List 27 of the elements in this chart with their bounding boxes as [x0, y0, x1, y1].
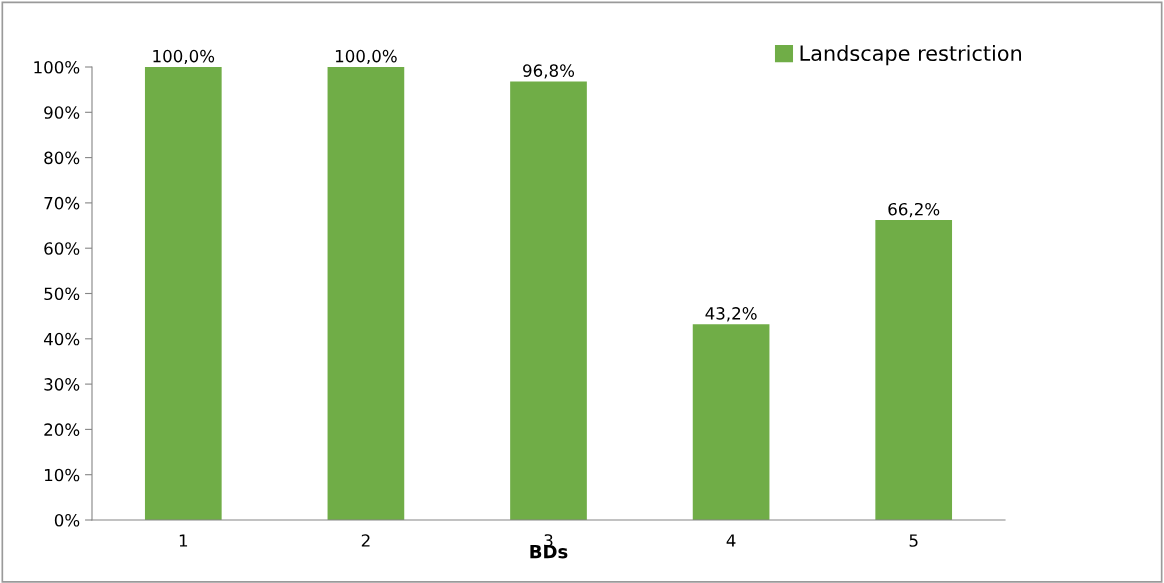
bar [510, 81, 587, 520]
bar [144, 67, 222, 520]
data-label: 43,2% [705, 307, 757, 322]
bar [875, 220, 953, 520]
y-tick-label: 90% [44, 106, 80, 119]
y-tick-label: 10% [44, 468, 80, 482]
y-tick-label: 100% [34, 60, 80, 74]
y-tick-label: 80% [44, 151, 80, 165]
data-label: 100,0% [153, 49, 215, 65]
bar [692, 324, 770, 520]
x-axis-title: BDs [530, 545, 568, 559]
y-tick-label: 20% [44, 423, 80, 436]
x-tick-label: 2 [361, 534, 370, 547]
x-tick-label: 1 [179, 534, 188, 547]
y-tick-label: 40% [43, 332, 80, 346]
y-tick-label: 50% [44, 287, 80, 301]
x-tick-label: 4 [726, 534, 736, 547]
legend-label: Landscape restriction [800, 44, 1021, 66]
data-label: 100,0% [335, 49, 397, 65]
bar [327, 67, 405, 520]
y-tick-label: 0% [54, 513, 80, 527]
y-tick-label: 70% [44, 196, 80, 210]
x-tick-label: 5 [909, 534, 918, 547]
data-label: 96,8% [523, 64, 575, 79]
y-tick-label: 30% [44, 378, 80, 391]
y-tick-label: 60% [44, 242, 80, 255]
data-label: 66,2% [888, 202, 940, 218]
